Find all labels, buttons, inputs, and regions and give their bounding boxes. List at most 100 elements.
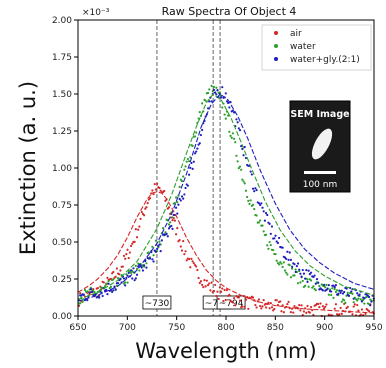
data-point bbox=[306, 278, 309, 281]
data-point bbox=[363, 302, 366, 305]
data-point bbox=[206, 107, 210, 110]
data-point bbox=[150, 251, 153, 254]
data-point bbox=[126, 248, 129, 251]
data-point bbox=[311, 309, 314, 312]
data-point bbox=[193, 152, 197, 155]
data-point bbox=[238, 165, 242, 168]
data-point bbox=[324, 286, 327, 289]
data-point bbox=[192, 160, 195, 163]
data-point bbox=[96, 286, 100, 290]
data-point bbox=[299, 272, 302, 275]
data-point bbox=[289, 311, 293, 314]
data-point bbox=[228, 130, 231, 133]
data-point bbox=[289, 276, 293, 279]
data-point bbox=[189, 166, 192, 169]
data-point bbox=[263, 219, 266, 222]
data-point bbox=[173, 219, 176, 222]
data-point bbox=[178, 197, 181, 201]
data-point bbox=[221, 86, 224, 89]
data-point bbox=[225, 110, 229, 113]
data-point bbox=[187, 160, 191, 163]
data-point bbox=[325, 283, 328, 286]
data-point bbox=[305, 269, 308, 272]
data-point bbox=[340, 300, 343, 303]
data-point bbox=[332, 296, 335, 299]
data-point bbox=[333, 286, 336, 289]
data-point bbox=[86, 299, 89, 302]
data-point bbox=[359, 313, 362, 316]
fit-lines bbox=[77, 93, 375, 314]
data-point bbox=[356, 299, 359, 302]
data-point bbox=[107, 280, 110, 283]
data-point bbox=[288, 251, 291, 254]
data-point bbox=[286, 273, 289, 276]
data-point bbox=[269, 302, 272, 305]
data-point bbox=[129, 269, 133, 272]
data-point bbox=[191, 144, 194, 147]
data-point bbox=[218, 286, 221, 289]
data-point bbox=[204, 115, 207, 118]
data-point bbox=[167, 227, 171, 230]
data-point bbox=[243, 305, 246, 308]
data-point bbox=[231, 132, 235, 135]
data-point bbox=[121, 265, 124, 268]
data-point bbox=[105, 288, 108, 291]
data-point bbox=[351, 313, 354, 316]
data-point bbox=[174, 233, 178, 236]
data-point bbox=[232, 296, 236, 300]
y-tick-label: 1.50 bbox=[52, 90, 72, 100]
data-point bbox=[308, 311, 311, 314]
data-point bbox=[326, 287, 329, 290]
data-point bbox=[343, 290, 346, 294]
data-point bbox=[279, 300, 282, 303]
data-point bbox=[163, 189, 166, 193]
data-point bbox=[164, 231, 167, 234]
data-point bbox=[203, 279, 206, 282]
data-point bbox=[312, 285, 315, 288]
data-point bbox=[81, 300, 84, 303]
data-point bbox=[301, 279, 304, 283]
data-point bbox=[143, 264, 146, 267]
x-tick-label: 800 bbox=[217, 323, 234, 333]
data-point bbox=[114, 288, 117, 291]
data-point bbox=[266, 244, 269, 247]
data-point bbox=[195, 265, 198, 268]
data-point bbox=[151, 258, 154, 261]
data-point bbox=[195, 131, 198, 134]
data-point bbox=[201, 128, 204, 132]
data-point bbox=[135, 236, 139, 239]
data-point bbox=[282, 311, 285, 314]
data-point bbox=[135, 273, 139, 276]
data-point bbox=[262, 298, 265, 302]
data-point bbox=[138, 225, 141, 228]
data-point bbox=[364, 312, 367, 316]
data-point bbox=[238, 129, 242, 132]
data-point bbox=[346, 291, 349, 294]
data-point bbox=[185, 259, 188, 262]
data-point bbox=[274, 253, 277, 256]
data-point bbox=[273, 237, 276, 240]
data-point bbox=[177, 203, 180, 206]
data-point bbox=[304, 284, 307, 287]
data-point bbox=[340, 312, 343, 315]
data-point bbox=[90, 290, 94, 293]
data-point bbox=[274, 234, 277, 237]
data-point bbox=[176, 212, 179, 215]
data-point bbox=[254, 303, 257, 307]
data-point bbox=[191, 167, 194, 170]
legend-box bbox=[261, 24, 372, 71]
data-point bbox=[197, 276, 200, 280]
data-point bbox=[212, 85, 216, 88]
data-point bbox=[352, 305, 355, 308]
data-point bbox=[231, 109, 235, 112]
data-point bbox=[225, 288, 229, 292]
data-point bbox=[334, 290, 338, 294]
data-point bbox=[244, 298, 248, 301]
data-point bbox=[344, 301, 347, 304]
data-point bbox=[204, 99, 207, 102]
data-point bbox=[338, 289, 341, 292]
data-point bbox=[208, 100, 211, 103]
data-point bbox=[261, 224, 264, 227]
data-point bbox=[134, 264, 137, 267]
data-point bbox=[330, 293, 333, 297]
